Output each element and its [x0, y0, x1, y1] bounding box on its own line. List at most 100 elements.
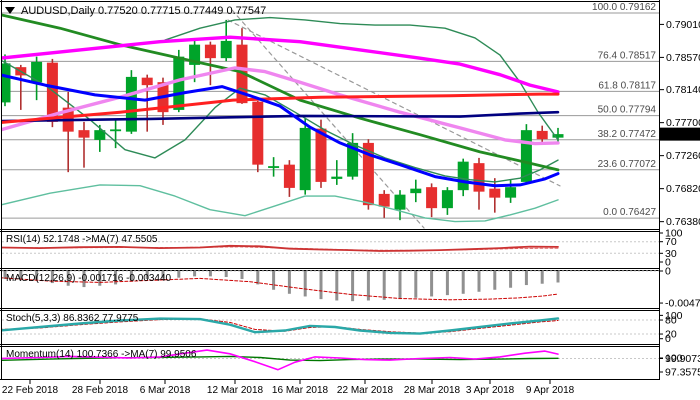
ma-red [2, 92, 560, 124]
candle [252, 100, 264, 173]
candle-body [331, 176, 343, 179]
candle-body [536, 130, 548, 140]
candle-body [173, 56, 185, 110]
candle-body [473, 163, 485, 192]
stoch-signal-line [2, 318, 559, 334]
rsi-line [2, 244, 559, 252]
candle-body [31, 61, 43, 83]
main-price-pane[interactable]: 100.0 0.79162 76.4 0.78517 61.8 0.78117 50.… [0, 2, 659, 229]
current-price-box [660, 127, 700, 141]
ma-navy [2, 110, 560, 123]
macd-signal-line [2, 277, 559, 301]
date-axis-label: 16 Mar 2018 [272, 385, 329, 396]
candle [410, 179, 422, 203]
trendline-steep [231, 9, 425, 229]
ma-green-slow [2, 13, 560, 172]
candle [378, 190, 390, 218]
panel-borders [0, 0, 660, 380]
candle-body [426, 187, 438, 209]
candle-body [552, 134, 564, 138]
candle-body [378, 193, 390, 207]
macd-axis-label: 0 [665, 266, 671, 278]
fib-label: 50.0 0.77794 [598, 105, 657, 116]
stoch-pane[interactable] [0, 317, 659, 335]
candle-body [46, 62, 58, 122]
candle-body [505, 187, 517, 198]
candle [457, 158, 469, 197]
candle [31, 56, 43, 101]
bollinger-lower-band [2, 184, 559, 223]
macd-label: MACD(12,26,9) -0.001716 -0.003440 [6, 273, 172, 284]
stoch-axis-label: 100 [665, 310, 683, 322]
fib-label: 61.8 0.78117 [598, 80, 656, 91]
candle-body [252, 101, 264, 165]
candle [78, 121, 90, 168]
candle [220, 19, 232, 62]
candle-body [141, 77, 153, 86]
candle [520, 124, 532, 185]
candle-body [110, 129, 122, 132]
rsi-label: RSI(14) 52.1748 ->MA(7) 47.5505 [6, 234, 158, 245]
fib-label: 100.0 0.79162 [592, 2, 656, 13]
candle [299, 118, 311, 195]
momentum-axis-label: 100 [665, 353, 683, 365]
momentum-axis-label: 97.3575 [665, 367, 700, 379]
fib-label: 76.4 0.78517 [598, 50, 657, 61]
date-axis-label: 28 Feb 2018 [72, 385, 129, 396]
candle-body [2, 63, 11, 103]
fib-label: 0.0 0.76427 [603, 207, 656, 218]
candle-body [489, 188, 501, 198]
symbol-marker-icon[interactable] [5, 7, 15, 14]
candle-body [315, 128, 327, 182]
candle [441, 187, 453, 215]
stoch-label: Stoch(5,3,3) 86.8362 77.9775 [6, 313, 139, 324]
candle [426, 183, 438, 218]
chart-title: AUDUSD,Daily 0.77520 0.77715 0.77449 0.7… [21, 5, 266, 17]
bollinger-middle-band [2, 60, 559, 183]
candle [268, 157, 280, 177]
stoch-axis-label: 0 [665, 333, 671, 345]
momentum-line [2, 349, 559, 371]
date-axis-label: 22 Feb 2018 [2, 385, 59, 396]
rsi-axis-label: 70 [665, 236, 677, 248]
candle-body [189, 44, 201, 65]
candle-body [94, 130, 106, 140]
macd-axis-label: -0.004784 [665, 298, 700, 310]
candle [94, 124, 106, 152]
candle [141, 74, 153, 132]
stoch-axis-label: 20 [665, 329, 677, 341]
fib-label: 23.6 0.77072 [598, 159, 657, 170]
momentum-label: Momentum(14) 100.7366 ->MA(7) 99.9506 [6, 349, 197, 360]
fib-label: 38.2 0.77472 [598, 129, 657, 140]
candle-body [268, 166, 280, 168]
candle [489, 178, 501, 213]
stoch-axis-label: 80 [665, 315, 677, 327]
candle-body [78, 130, 90, 138]
candle-body [220, 40, 232, 59]
date-axis-label: 28 Mar 2018 [404, 385, 461, 396]
candle [283, 160, 295, 197]
candle-body [410, 188, 422, 194]
candle-body [125, 76, 137, 132]
candle-body [283, 164, 295, 188]
momentum-pane[interactable] [0, 349, 659, 371]
date-axis-label: 22 Mar 2018 [337, 385, 394, 396]
candle [110, 119, 122, 149]
macd-pane[interactable] [0, 270, 659, 302]
rsi-pane[interactable] [0, 241, 659, 254]
candle [505, 179, 517, 203]
date-axis-label: 9 Apr 2018 [526, 385, 575, 396]
stoch-main-line [2, 317, 560, 335]
rsi-axis-label: 100 [665, 228, 683, 240]
date-axis-label: 6 Mar 2018 [140, 385, 191, 396]
ma-blue [2, 73, 560, 188]
candle [125, 70, 137, 134]
